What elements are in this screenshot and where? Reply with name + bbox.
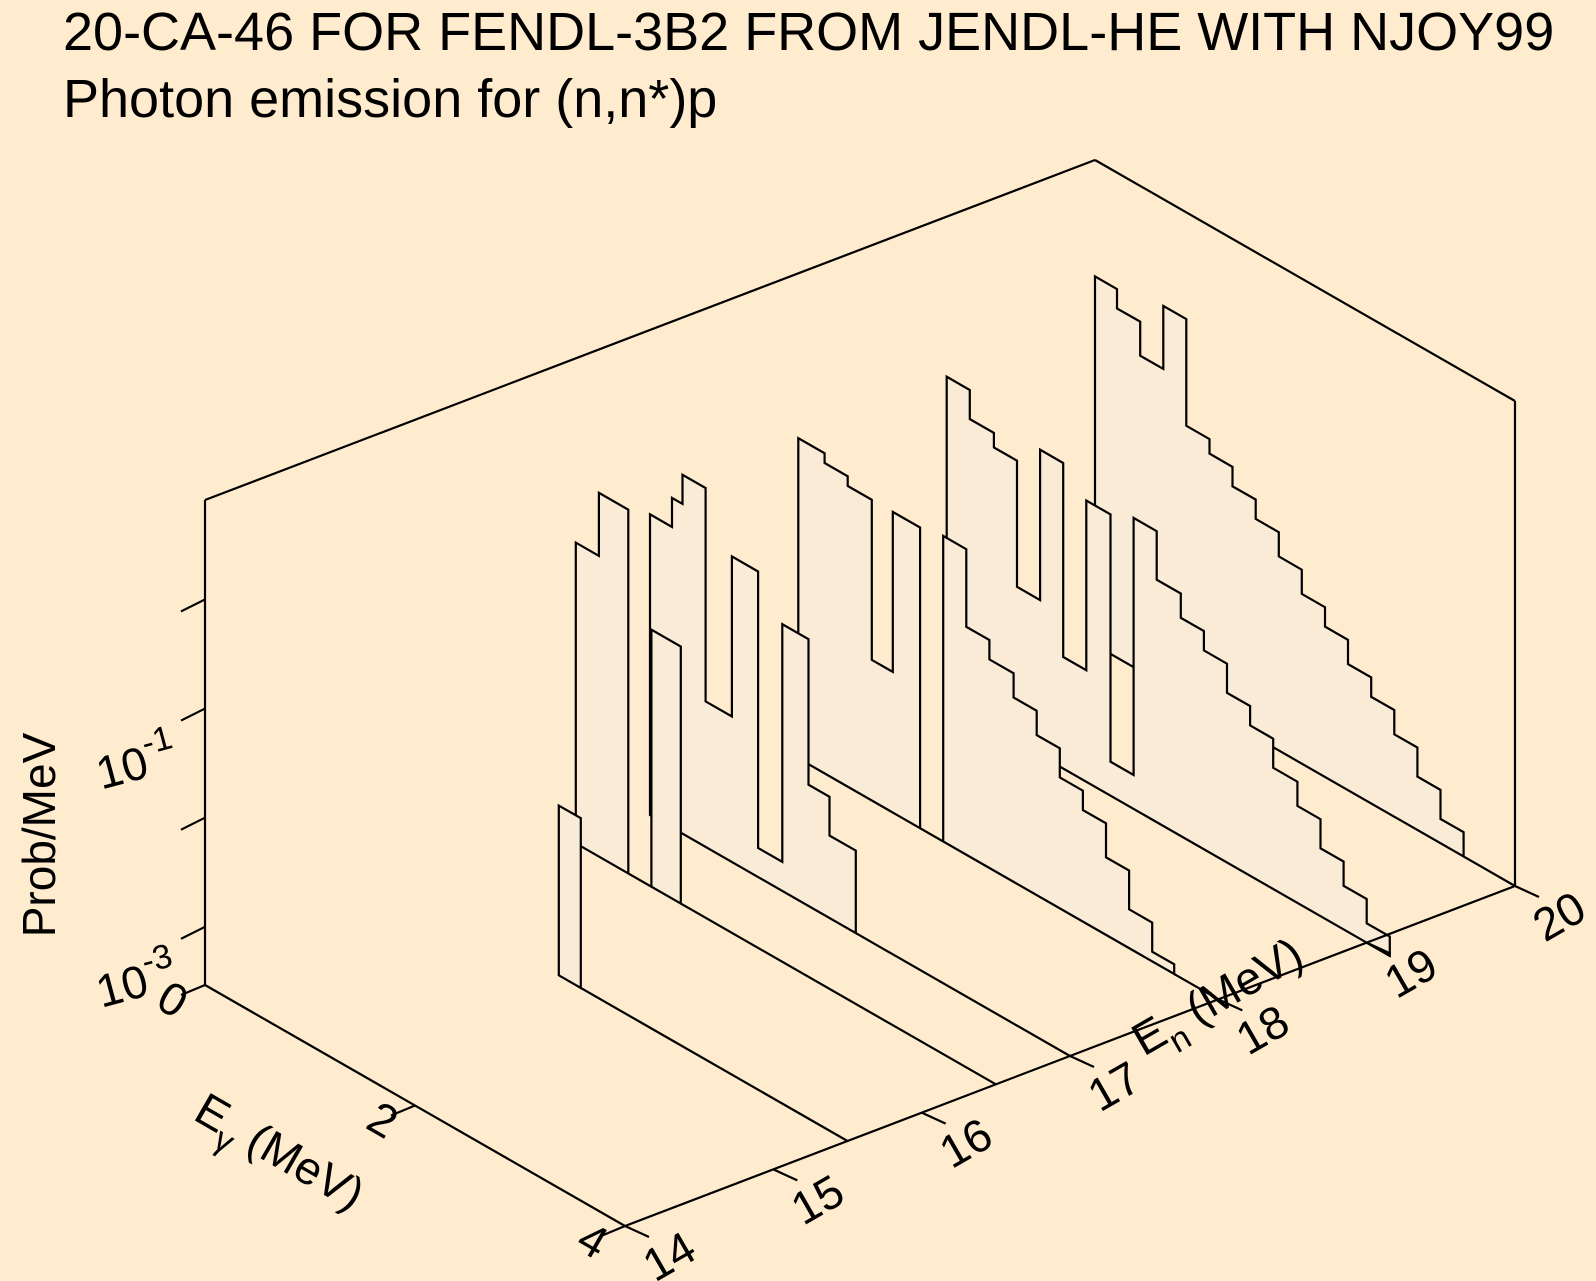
- z-minor-tick: [180, 816, 206, 831]
- y-tick-label: 15: [782, 1164, 852, 1235]
- x-axis-label: Eγ (MeV): [181, 1082, 374, 1230]
- slice-en-18: [797, 436, 1176, 976]
- y-tick: [1217, 998, 1243, 1012]
- chart-subtitle: Photon emission for (n,n*)p: [63, 69, 717, 129]
- slice-baseline: [1463, 855, 1516, 887]
- data-slices: [557, 274, 1516, 1142]
- chart-title: 20-CA-46 FOR FENDL-3B2 FROM JENDL-HE WIT…: [63, 2, 1554, 62]
- slice-baseline: [855, 932, 1071, 1057]
- slice-en-15.5: [557, 803, 582, 990]
- y-tick: [1514, 885, 1540, 898]
- slice-en-19: [945, 374, 1391, 958]
- z-tick: [180, 707, 206, 722]
- x-tick: [390, 1104, 416, 1117]
- x-tick-label: 2: [359, 1091, 407, 1149]
- slice-baseline: [690, 908, 997, 1086]
- slice-baseline: [580, 987, 849, 1142]
- x-tick: [600, 1224, 626, 1238]
- slice-baseline: [1173, 973, 1219, 1001]
- slice-en-17: [648, 472, 857, 935]
- plot-box: [203, 158, 1517, 985]
- y-tick: [1366, 941, 1392, 955]
- z-tick-label: 10-1: [88, 718, 183, 799]
- y-tick-label: 14: [634, 1221, 704, 1281]
- y-tick-label: 20: [1524, 881, 1594, 952]
- z-minor-tick: [180, 598, 206, 613]
- y-tick: [921, 1111, 947, 1125]
- y-tick-label: 17: [1079, 1051, 1149, 1122]
- back-top-edge: [204, 158, 1096, 502]
- x-tick-label: 0: [149, 970, 197, 1028]
- z-axis-label: Prob/MeV: [13, 732, 65, 937]
- slice-en-20: [1093, 274, 1465, 859]
- slice-en-16.5: [574, 490, 692, 911]
- y-tick-label: 16: [931, 1108, 1001, 1179]
- z-tick: [180, 925, 206, 940]
- x-tick: [180, 983, 206, 997]
- y-tick: [772, 1168, 798, 1182]
- y-tick: [624, 1225, 650, 1238]
- x-tick-label: 4: [569, 1211, 617, 1269]
- y-tick: [1069, 1055, 1095, 1068]
- right-top-edge: [1094, 159, 1516, 402]
